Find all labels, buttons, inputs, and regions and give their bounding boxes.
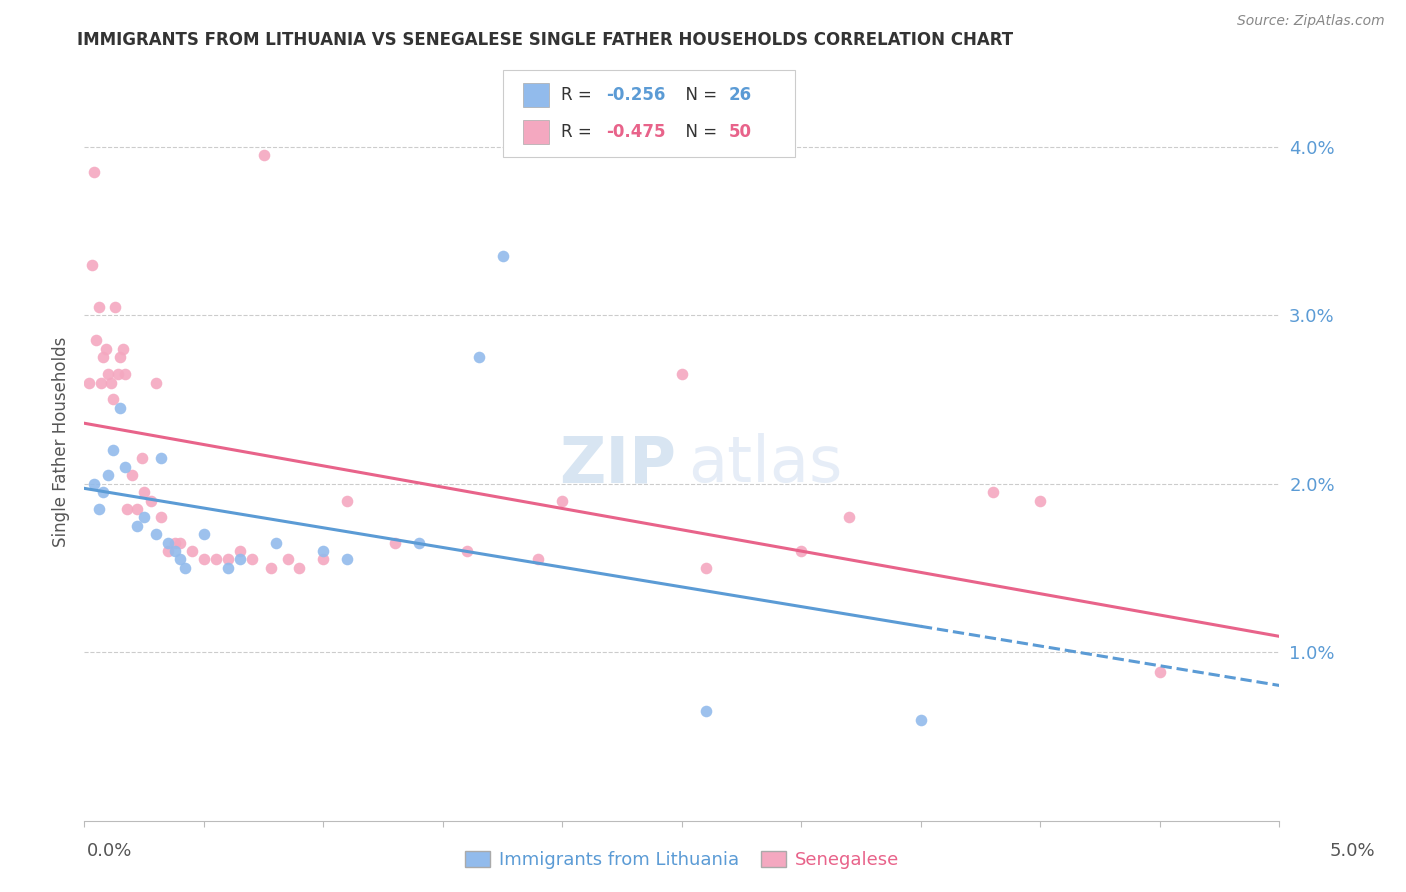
Point: [90, 376, 112, 390]
Point: [125, 502, 148, 516]
Point: [193, 527, 215, 541]
Point: [671, 367, 693, 381]
Point: [260, 561, 283, 575]
FancyBboxPatch shape: [503, 70, 796, 157]
Point: [87, 300, 110, 314]
Text: -0.475: -0.475: [606, 123, 666, 141]
Point: [165, 544, 187, 558]
Point: [408, 535, 430, 549]
Point: [83, 165, 105, 179]
Point: [121, 468, 143, 483]
Point: [981, 485, 1004, 500]
Point: [169, 535, 191, 549]
Point: [253, 148, 276, 162]
Point: [551, 493, 574, 508]
Point: [145, 527, 167, 541]
Point: [86, 334, 108, 348]
Point: [94, 342, 117, 356]
Point: [277, 552, 299, 566]
Point: [240, 552, 263, 566]
Point: [229, 552, 252, 566]
Point: [97, 468, 120, 483]
Text: 26: 26: [728, 87, 752, 104]
Point: [264, 535, 287, 549]
Point: [157, 544, 180, 558]
Point: [157, 535, 180, 549]
Point: [97, 367, 120, 381]
Point: [114, 459, 136, 474]
Point: [93, 485, 115, 500]
Point: [101, 442, 124, 457]
Point: [110, 351, 132, 365]
Point: [205, 552, 228, 566]
Point: [87, 502, 110, 516]
Point: [456, 544, 478, 558]
Point: [910, 713, 932, 727]
Point: [100, 376, 122, 390]
Text: IMMIGRANTS FROM LITHUANIA VS SENEGALESE SINGLE FATHER HOUSEHOLDS CORRELATION CHA: IMMIGRANTS FROM LITHUANIA VS SENEGALESE …: [77, 31, 1014, 49]
Point: [288, 561, 311, 575]
Point: [101, 392, 124, 407]
Text: N =: N =: [675, 87, 723, 104]
Text: 0.0%: 0.0%: [87, 842, 132, 860]
Point: [173, 561, 195, 575]
Point: [838, 510, 860, 524]
FancyBboxPatch shape: [523, 120, 550, 144]
Point: [125, 518, 148, 533]
Point: [132, 510, 156, 524]
Point: [93, 351, 115, 365]
Point: [107, 367, 129, 381]
Point: [77, 376, 100, 390]
Y-axis label: Single Father Households: Single Father Households: [52, 336, 70, 547]
Text: ZIP: ZIP: [560, 434, 676, 495]
Text: Source: ZipAtlas.com: Source: ZipAtlas.com: [1237, 14, 1385, 28]
Point: [336, 552, 359, 566]
Point: [145, 376, 167, 390]
Point: [229, 544, 252, 558]
Point: [131, 451, 153, 466]
Point: [111, 342, 134, 356]
Text: 50: 50: [728, 123, 752, 141]
Point: [141, 493, 163, 508]
Point: [165, 535, 187, 549]
Point: [110, 401, 132, 415]
Point: [384, 535, 406, 549]
Point: [468, 351, 491, 365]
FancyBboxPatch shape: [523, 83, 550, 107]
Point: [181, 544, 204, 558]
Point: [217, 561, 239, 575]
Text: N =: N =: [675, 123, 723, 141]
Point: [80, 258, 103, 272]
Point: [336, 493, 359, 508]
Text: 5.0%: 5.0%: [1330, 842, 1375, 860]
Point: [132, 485, 156, 500]
Point: [114, 367, 136, 381]
Point: [104, 300, 127, 314]
Point: [312, 552, 335, 566]
Point: [492, 249, 515, 263]
Point: [217, 552, 239, 566]
Text: -0.256: -0.256: [606, 87, 666, 104]
Point: [83, 476, 105, 491]
Text: R =: R =: [561, 87, 598, 104]
Point: [149, 451, 172, 466]
Point: [695, 704, 717, 718]
Point: [117, 502, 139, 516]
Point: [695, 561, 717, 575]
Point: [169, 552, 191, 566]
Point: [149, 510, 172, 524]
Point: [790, 544, 813, 558]
Text: atlas: atlas: [688, 434, 842, 495]
Point: [527, 552, 550, 566]
Point: [312, 544, 335, 558]
Text: R =: R =: [561, 123, 598, 141]
Point: [193, 552, 215, 566]
Point: [1029, 493, 1052, 508]
Point: [1149, 665, 1171, 680]
Legend: Immigrants from Lithuania, Senegalese: Immigrants from Lithuania, Senegalese: [457, 843, 907, 876]
